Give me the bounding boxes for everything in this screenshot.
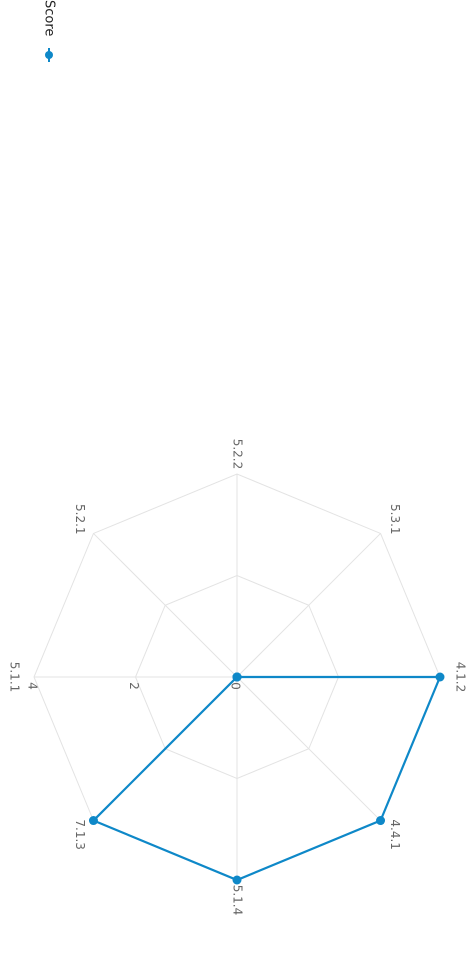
legend-label: Score [42, 0, 57, 36]
axis-label: 4.4.1 [388, 819, 402, 850]
spoke [236, 533, 381, 678]
point [435, 672, 445, 682]
point [232, 672, 242, 682]
axis-label: 4.1.2 [454, 662, 468, 693]
point [232, 875, 242, 885]
axis-label: 5.2.1 [73, 504, 87, 535]
axis-label: 5.1.1 [8, 662, 22, 693]
tick-label: 0 [229, 682, 243, 690]
tick-label: 2 [127, 682, 141, 690]
point [376, 816, 386, 826]
axis-label: 5.3.1 [388, 504, 402, 535]
spoke [236, 676, 381, 821]
axis-label: 5.2.2 [231, 439, 245, 470]
legend-marker [45, 51, 53, 59]
series-line [91, 675, 442, 882]
tick-label: 4 [26, 682, 40, 690]
spoke [93, 533, 238, 678]
point [88, 816, 98, 826]
axis-label: 5.1.4 [231, 885, 245, 916]
axis-label: 7.1.3 [73, 819, 87, 850]
